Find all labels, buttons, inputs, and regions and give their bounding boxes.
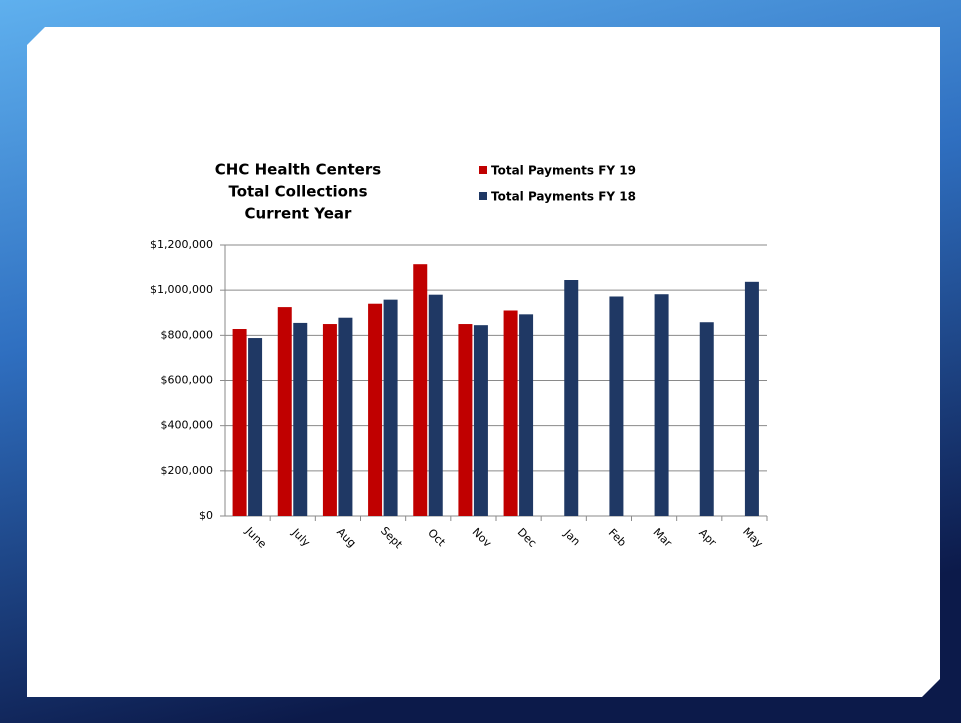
bar [277,307,292,516]
bar [413,264,428,516]
y-tick-label: $800,000 [161,328,214,341]
bar [519,314,534,516]
legend-label: Total Payments FY 19 [491,164,636,178]
bar [293,322,308,516]
chart-title: Current Year [245,205,353,223]
bar [564,280,579,516]
bar [383,299,398,516]
legend-swatch [479,166,487,174]
bar [368,303,383,516]
bar [699,322,714,516]
bar [609,296,624,516]
y-tick-label: $600,000 [161,374,214,387]
y-tick-label: $1,000,000 [150,283,213,296]
bar [428,294,443,516]
bar [654,294,669,516]
chart-title: CHC Health Centers [215,161,381,179]
bar [322,324,337,516]
legend-label: Total Payments FY 18 [491,190,636,204]
bar [744,281,759,516]
bar [458,324,473,516]
bar [503,310,518,516]
bar [473,325,488,516]
chart: CHC Health Centers Total Collections Curre… [150,161,768,552]
chart-title: Total Collections [228,183,367,201]
y-tick-label: $200,000 [161,464,214,477]
legend-swatch [479,192,487,200]
bar [232,329,247,516]
y-tick-label: $1,200,000 [150,238,213,251]
y-tick-label: $400,000 [161,419,214,432]
bar [338,317,353,516]
y-tick-label: $0 [199,509,213,522]
bar [248,338,263,516]
